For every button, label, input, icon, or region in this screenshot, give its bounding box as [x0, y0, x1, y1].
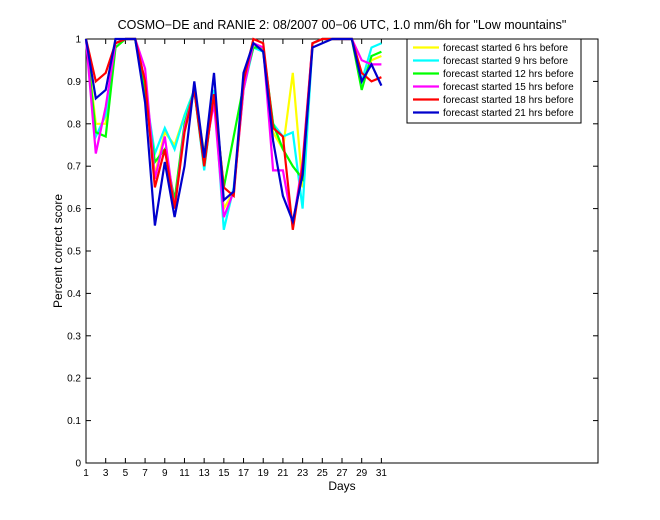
x-tick-label: 19 [258, 468, 270, 479]
y-tick-label: 0.6 [67, 204, 81, 215]
x-tick-label: 11 [179, 468, 190, 479]
x-tick-label: 9 [162, 468, 168, 479]
y-tick-label: 0.1 [67, 416, 81, 427]
y-tick-label: 0.8 [67, 119, 81, 130]
y-tick-label: 0 [75, 459, 81, 470]
x-tick-label: 5 [123, 468, 129, 479]
y-tick-label: 0.4 [67, 289, 81, 300]
y-axis: 0 0.1 0.2 0.3 0.4 0.5 0.6 0.7 0.8 0.9 1 [67, 35, 598, 470]
legend-label: forecast started 12 hrs before [443, 69, 574, 80]
series-lines [84, 37, 383, 231]
x-tick-label: 29 [356, 468, 368, 479]
x-tick-label: 21 [277, 468, 289, 479]
x-axis: 1 3 5 7 9 11 13 15 17 19 21 23 25 27 29 31 [83, 39, 387, 479]
chart-title: COSMO−DE and RANIE 2: 08/2007 00−06 UTC,… [118, 18, 567, 32]
x-tick-label: 31 [376, 468, 388, 479]
x-tick-label: 27 [336, 468, 348, 479]
legend-label: forecast started 18 hrs before [443, 95, 574, 106]
y-tick-label: 0.3 [67, 331, 81, 342]
y-tick-label: 0.9 [67, 77, 81, 88]
x-tick-label: 23 [297, 468, 309, 479]
x-tick-label: 25 [317, 468, 329, 479]
legend-label: forecast started 6 hrs before [443, 43, 569, 54]
legend: forecast started 6 hrs before forecast st… [406, 38, 582, 124]
series-line-6 [84, 37, 383, 226]
legend-items: forecast started 6 hrs before forecast st… [413, 43, 574, 119]
y-tick-label: 0.2 [67, 374, 81, 385]
y-tick-label: 0.5 [67, 247, 81, 258]
x-tick-label: 3 [103, 468, 109, 479]
x-tick-label: 13 [199, 468, 211, 479]
y-axis-label: Percent correct score [51, 194, 65, 308]
legend-label: forecast started 21 hrs before [443, 108, 574, 119]
x-tick-label: 1 [83, 468, 89, 479]
legend-label: forecast started 9 hrs before [443, 56, 569, 67]
legend-label: forecast started 15 hrs before [443, 82, 574, 93]
x-tick-label: 17 [238, 468, 250, 479]
x-tick-label: 7 [142, 468, 148, 479]
y-tick-label: 0.7 [67, 162, 81, 173]
legend-box [406, 38, 582, 124]
x-axis-label: Days [328, 479, 355, 493]
x-tick-label: 15 [218, 468, 230, 479]
y-tick-label: 1 [75, 35, 81, 46]
